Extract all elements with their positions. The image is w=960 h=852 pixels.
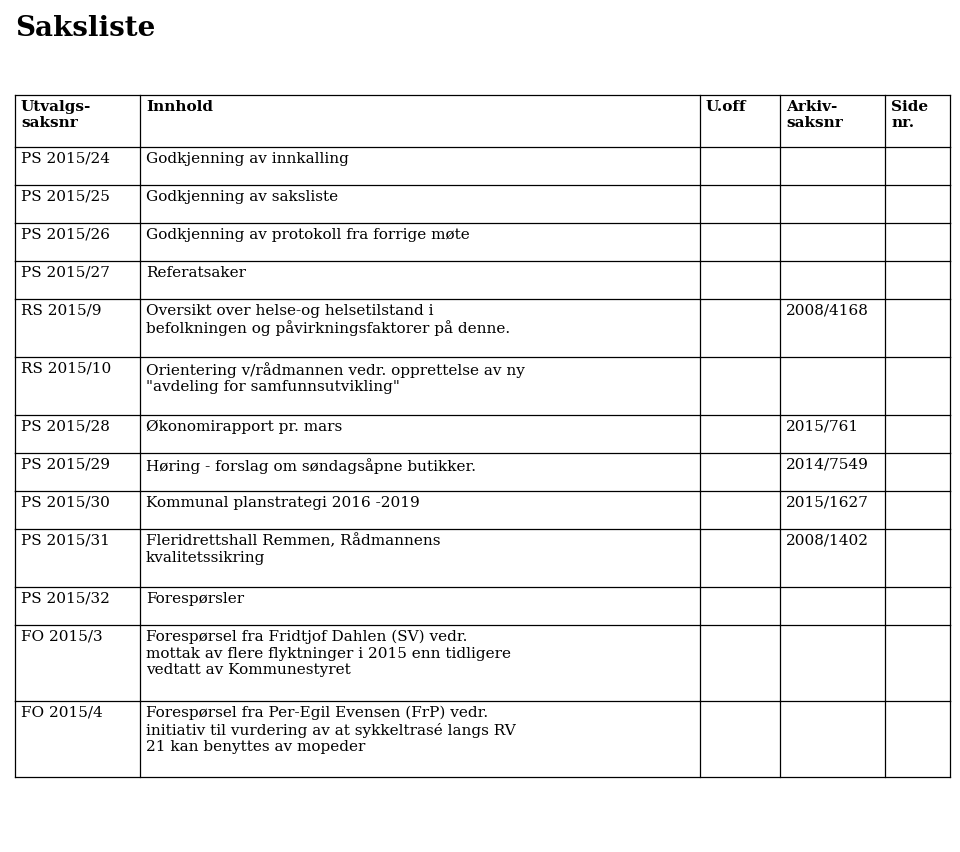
Text: Godkjenning av saksliste: Godkjenning av saksliste [146, 190, 338, 204]
Text: Kommunal planstrategi 2016 -2019: Kommunal planstrategi 2016 -2019 [146, 496, 420, 510]
Text: PS 2015/27: PS 2015/27 [21, 266, 109, 280]
Text: Utvalgs-
saksnr: Utvalgs- saksnr [21, 100, 91, 130]
Text: PS 2015/25: PS 2015/25 [21, 190, 109, 204]
Text: PS 2015/30: PS 2015/30 [21, 496, 109, 510]
Text: Høring - forslag om søndagsåpne butikker.: Høring - forslag om søndagsåpne butikker… [146, 458, 476, 474]
Text: Fleridrettshall Remmen, Rådmannens
kvalitetssikring: Fleridrettshall Remmen, Rådmannens kvali… [146, 534, 441, 565]
Text: PS 2015/29: PS 2015/29 [21, 458, 110, 472]
Text: Forespørsel fra Fridtjof Dahlen (SV) vedr.
mottak av flere flyktninger i 2015 en: Forespørsel fra Fridtjof Dahlen (SV) ved… [146, 630, 511, 676]
Text: PS 2015/26: PS 2015/26 [21, 228, 110, 242]
Text: Økonomirapport pr. mars: Økonomirapport pr. mars [146, 420, 343, 435]
Text: 2014/7549: 2014/7549 [786, 458, 869, 472]
Text: RS 2015/10: RS 2015/10 [21, 362, 111, 376]
Text: 2008/4168: 2008/4168 [786, 304, 869, 318]
Text: Oversikt over helse-og helsetilstand i
befolkningen og påvirkningsfaktorer på de: Oversikt over helse-og helsetilstand i b… [146, 304, 510, 337]
Text: PS 2015/28: PS 2015/28 [21, 420, 109, 434]
Text: Godkjenning av protokoll fra forrige møte: Godkjenning av protokoll fra forrige møt… [146, 228, 469, 242]
Text: FO 2015/4: FO 2015/4 [21, 706, 103, 720]
Text: 2008/1402: 2008/1402 [786, 534, 869, 548]
Text: Saksliste: Saksliste [15, 15, 156, 42]
Text: Godkjenning av innkalling: Godkjenning av innkalling [146, 152, 348, 166]
Text: 2015/1627: 2015/1627 [786, 496, 869, 510]
Text: Innhold: Innhold [146, 100, 213, 114]
Text: Side
nr.: Side nr. [891, 100, 928, 130]
Text: PS 2015/32: PS 2015/32 [21, 592, 109, 606]
Text: Forespørsel fra Per-Egil Evensen (FrP) vedr.
initiativ til vurdering av at sykke: Forespørsel fra Per-Egil Evensen (FrP) v… [146, 706, 516, 754]
Text: PS 2015/31: PS 2015/31 [21, 534, 109, 548]
Text: Referatsaker: Referatsaker [146, 266, 246, 280]
Text: 2015/761: 2015/761 [786, 420, 859, 434]
Text: Arkiv-
saksnr: Arkiv- saksnr [786, 100, 843, 130]
Text: Forespørsler: Forespørsler [146, 592, 244, 606]
Text: FO 2015/3: FO 2015/3 [21, 630, 103, 644]
Text: U.off: U.off [706, 100, 747, 114]
Text: Orientering v/rådmannen vedr. opprettelse av ny
"avdeling for samfunnsutvikling": Orientering v/rådmannen vedr. opprettels… [146, 362, 525, 394]
Text: RS 2015/9: RS 2015/9 [21, 304, 102, 318]
Text: PS 2015/24: PS 2015/24 [21, 152, 110, 166]
